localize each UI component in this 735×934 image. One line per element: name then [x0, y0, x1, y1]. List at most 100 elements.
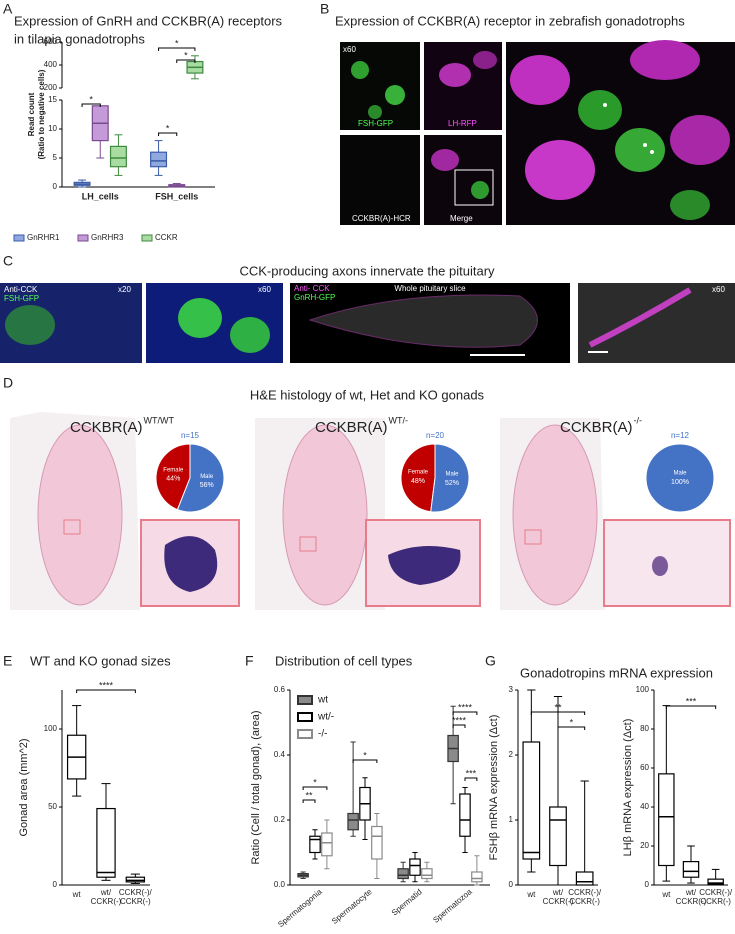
- gonad: [652, 556, 668, 576]
- legend-label: -/-: [318, 729, 327, 740]
- panel-label: E: [3, 653, 12, 669]
- x-tick-label: Spermatocyte: [330, 887, 374, 926]
- image-label: FSH-GFP: [4, 294, 39, 303]
- panel-label: C: [3, 253, 13, 269]
- significance-bracket: [464, 777, 478, 781]
- significance-bracket: [81, 103, 101, 107]
- panel-label: D: [3, 375, 13, 391]
- y-tick-label: 0: [509, 880, 514, 889]
- pie-category: Female: [408, 470, 429, 476]
- significance-bracket: [452, 724, 466, 728]
- pie-category: Male: [200, 474, 214, 480]
- legend-label: CCKR: [155, 233, 178, 242]
- box: [421, 868, 433, 880]
- legend-swatch: [141, 234, 153, 242]
- x-tick-label: CCKR(-)/ CCKR(-): [118, 888, 152, 906]
- cell: [670, 115, 730, 165]
- significance-bracket: [176, 59, 196, 63]
- pie-slice: [176, 443, 225, 513]
- legend-label: wt: [317, 695, 328, 706]
- roi: [63, 519, 81, 535]
- cell: [578, 90, 622, 130]
- image-label: Anti-CCK: [4, 285, 38, 294]
- genotype: CCKBR(A): [315, 419, 388, 436]
- chart-title: Expression of GnRH and CCKBR(A) receptor…: [14, 13, 283, 28]
- image-label: Merge: [450, 214, 473, 223]
- significance-label: *: [313, 777, 317, 787]
- box: [309, 835, 321, 854]
- x-tick-label: CCKR(-)/ CCKR(-): [699, 888, 733, 906]
- pie-category: Male: [673, 471, 687, 477]
- y-tick-label: 2: [509, 750, 514, 759]
- y-tick-label: 400: [44, 60, 58, 69]
- image-label: Anti- CCK: [294, 284, 330, 293]
- legend-swatch: [77, 234, 89, 242]
- image-label: GnRH-GFP: [294, 293, 335, 302]
- significance-label: *: [570, 717, 574, 727]
- y-tick-label: 20: [640, 841, 649, 850]
- box: [109, 145, 127, 168]
- pie-slice: [430, 443, 470, 513]
- y-tick-label: 0.0: [274, 880, 286, 889]
- genotype: CCKBR(A): [70, 419, 143, 436]
- legend-label: wt/-: [317, 712, 334, 723]
- significance-label: *: [89, 94, 93, 104]
- box: [347, 812, 359, 831]
- y-tick-label: 0: [53, 182, 58, 191]
- box: [707, 878, 724, 885]
- significance-label: *: [363, 750, 367, 760]
- tissue: [308, 294, 538, 348]
- cell: [230, 317, 270, 353]
- x-tick-label: FSH_cells: [155, 191, 198, 201]
- pie-value-label: 56%: [200, 482, 214, 489]
- significance-label: *: [175, 38, 179, 48]
- pie-value-label: 44%: [166, 476, 180, 483]
- image: [424, 135, 502, 225]
- y-axis-label: Gonad area (mm^2): [18, 738, 30, 836]
- significance-label: **: [306, 790, 314, 800]
- pie-value-label: 52%: [445, 480, 459, 487]
- y-tick-label: 40: [640, 802, 649, 811]
- y-tick-label: 0: [53, 880, 58, 889]
- x-tick-label: CCKR(-)/ CCKR(-): [568, 888, 601, 906]
- y-tick-label: 0.6: [274, 685, 286, 694]
- y-tick-label: 0.2: [274, 815, 286, 824]
- box: [397, 868, 409, 880]
- pie-value-label: 100%: [671, 479, 689, 486]
- box: [658, 773, 675, 867]
- section: [37, 424, 123, 606]
- y-axis-label: LHβ mRNA expression (Δct): [622, 719, 634, 857]
- image-label: LH-RFP: [448, 119, 477, 128]
- y-tick-label: 0.4: [274, 750, 286, 759]
- genotype-superscript: WT/-: [389, 415, 409, 425]
- panel-label: A: [3, 1, 13, 17]
- dot: [650, 150, 654, 154]
- legend-swatch: [297, 729, 313, 739]
- legend-label: GnRHR1: [27, 233, 60, 242]
- image: [578, 283, 735, 363]
- y-tick-label: 50: [48, 802, 57, 811]
- significance-bracket: [158, 132, 178, 136]
- cell: [615, 128, 665, 172]
- cell: [178, 298, 222, 338]
- significance-bracket: [452, 711, 478, 715]
- significance-label: ***: [686, 696, 697, 706]
- significance-label: *: [166, 123, 170, 133]
- x-tick-label: wt/ CCKR(-): [675, 888, 707, 906]
- panel-d-images: [10, 412, 731, 610]
- y-axis-label: Ratio (Cell / total gonad), (area): [250, 710, 262, 864]
- pie-slice: [400, 443, 436, 513]
- panel-title: H&E histology of wt, Het and KO gonads: [250, 387, 485, 402]
- inset-box: [454, 169, 494, 206]
- significance-label: **: [554, 702, 562, 712]
- image-label: x60: [712, 285, 725, 294]
- x-tick-label: CCKR(-)/ CCKR(-): [118, 888, 152, 906]
- x-tick-label: LH_cells: [82, 191, 119, 201]
- y-tick-label: 60: [640, 763, 649, 772]
- x-tick-label: wt: [526, 890, 536, 899]
- image-label: x60: [258, 285, 271, 294]
- legend-swatch: [297, 712, 313, 722]
- x-tick-label: CCKR(-)/ CCKR(-): [699, 888, 733, 906]
- x-tick-label: wt: [661, 890, 671, 899]
